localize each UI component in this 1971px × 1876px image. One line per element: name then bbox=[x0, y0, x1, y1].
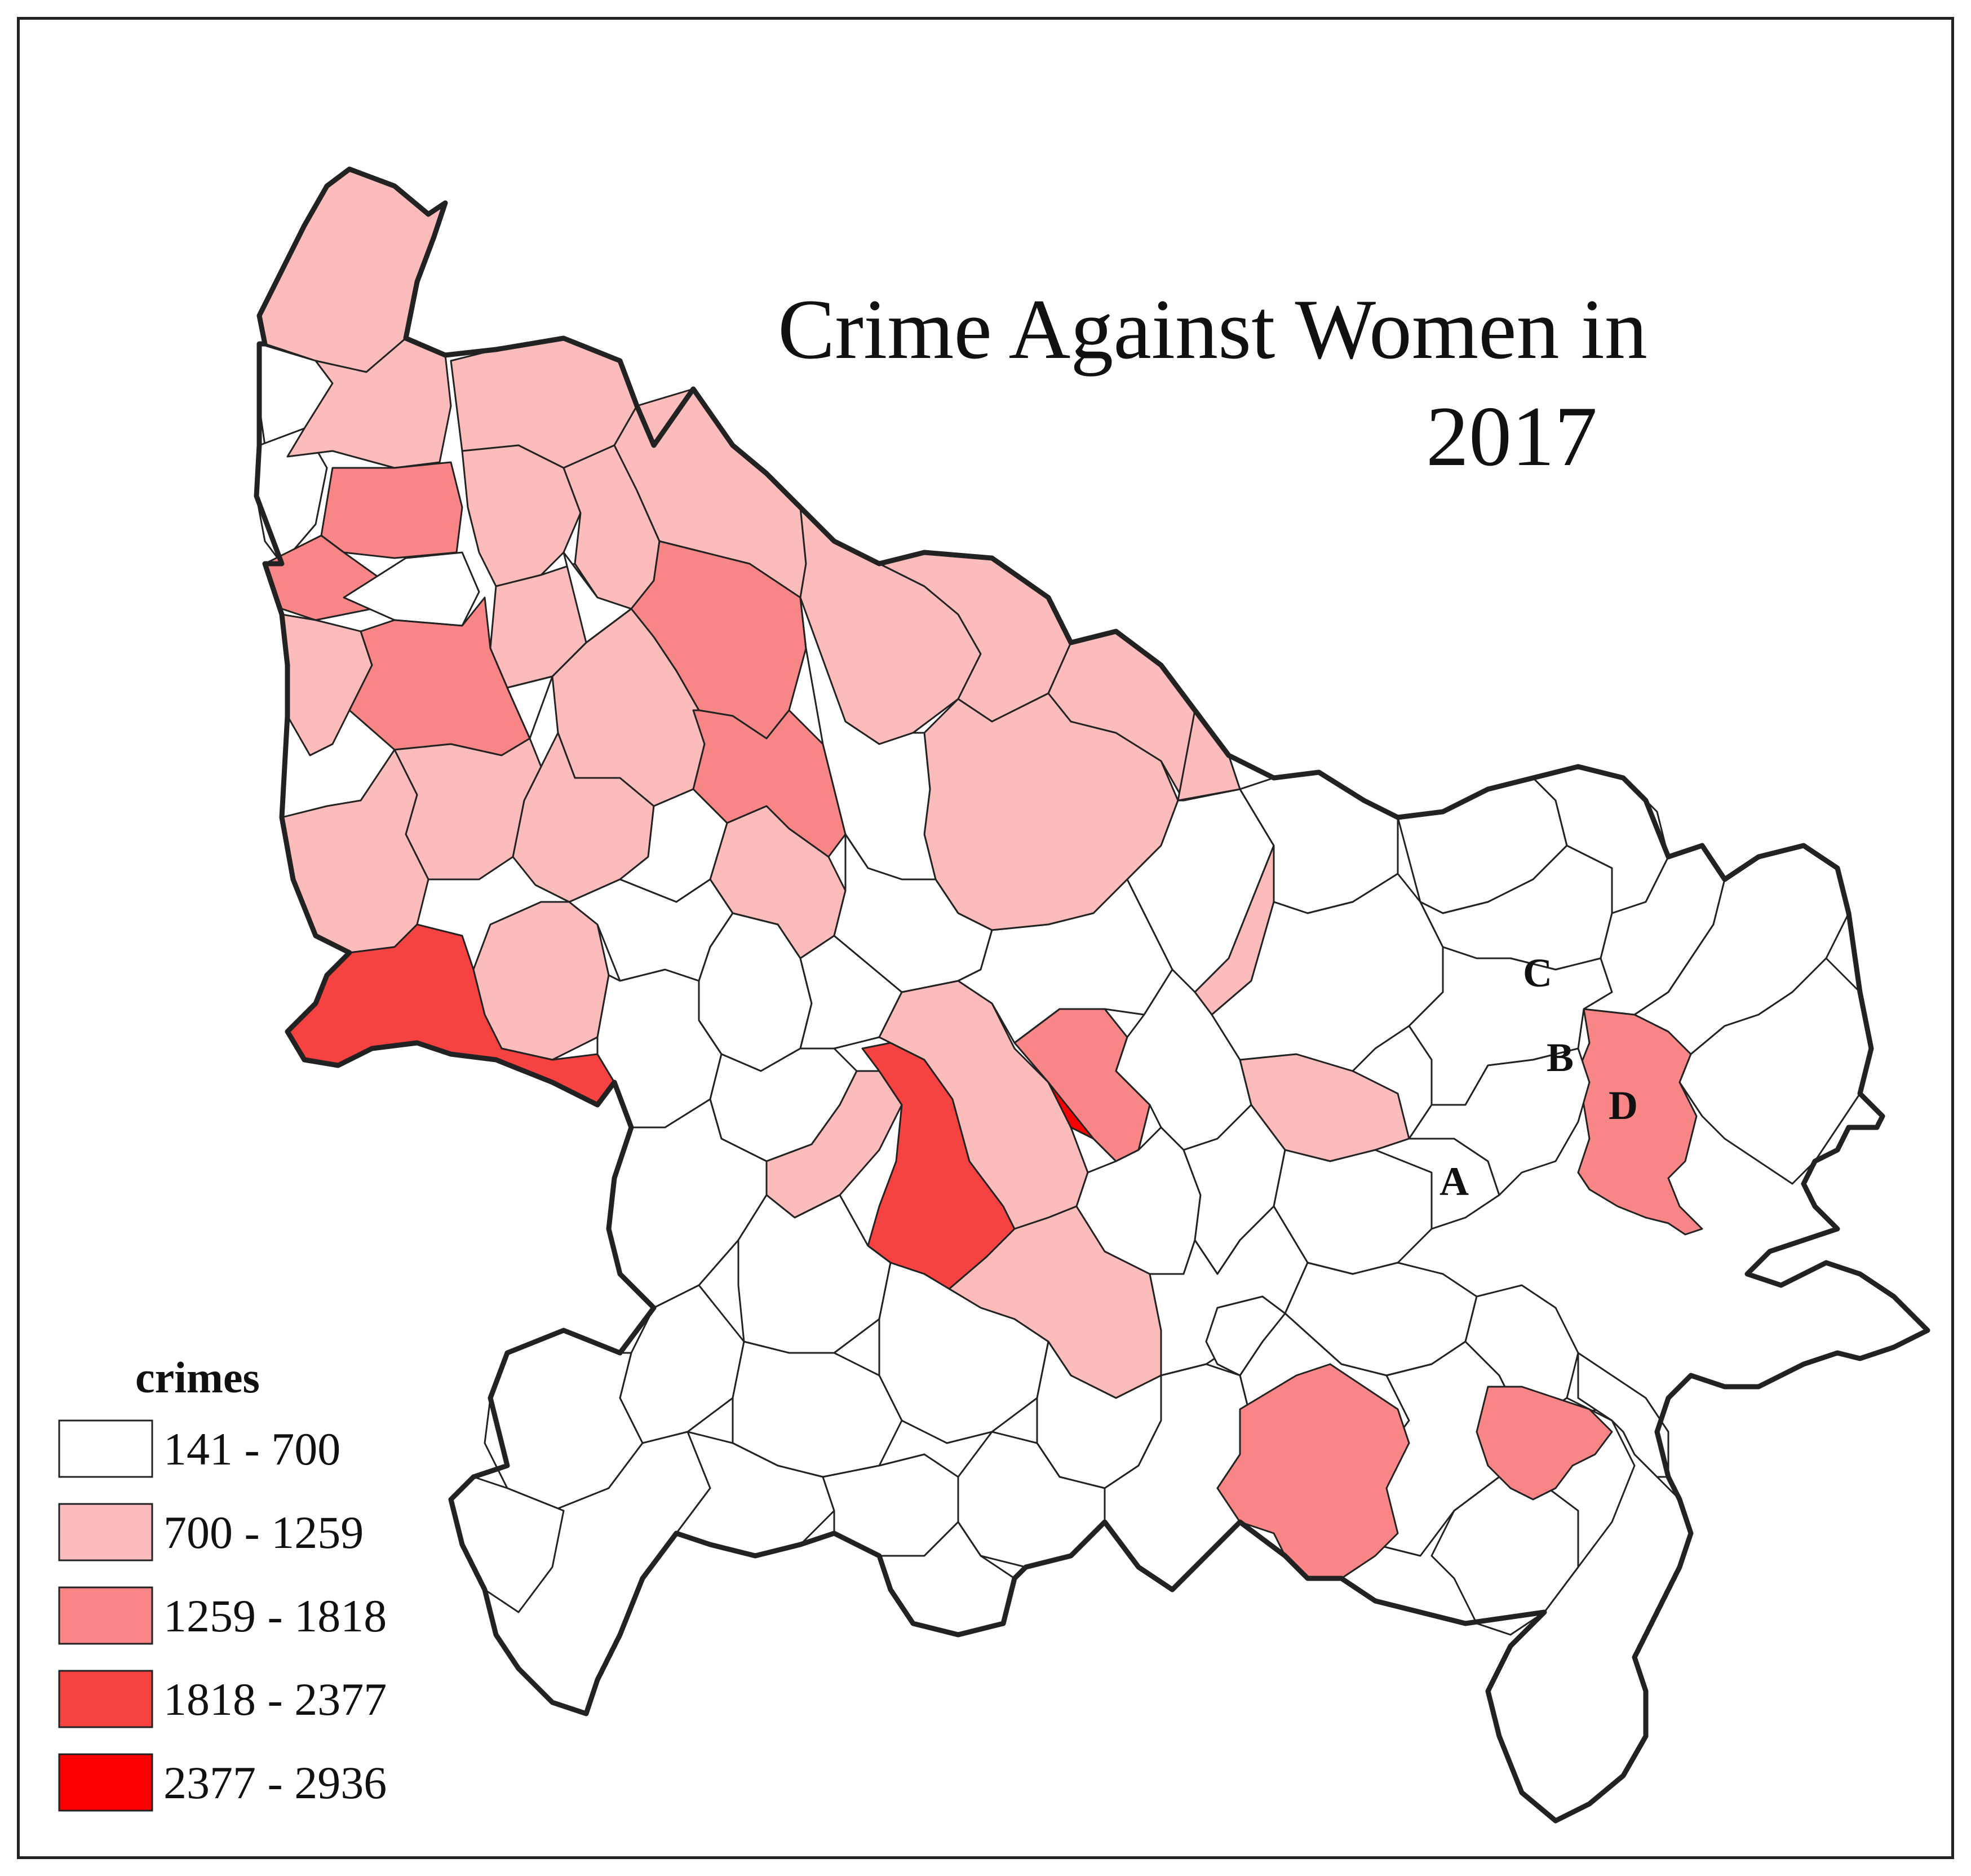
legend-swatch bbox=[58, 1503, 153, 1561]
district-polygon[interactable] bbox=[957, 878, 1173, 1044]
legend-label: 2377 - 2936 bbox=[163, 1757, 387, 1808]
district-polygon[interactable] bbox=[1216, 1363, 1410, 1579]
map-title: Crime Against Women in 2017 bbox=[778, 282, 1647, 484]
district-polygon[interactable] bbox=[878, 1262, 1049, 1444]
district-polygon[interactable] bbox=[1408, 1047, 1591, 1196]
legend: crimes 141 - 700 700 - 1259 1259 - 1818 181… bbox=[58, 1353, 387, 1812]
title-line-2: 2017 bbox=[1426, 389, 1597, 484]
district-polygon[interactable] bbox=[619, 1284, 745, 1444]
legend-items: 141 - 700 700 - 1259 1259 - 1818 1818 - 237… bbox=[58, 1419, 387, 1812]
legend-label: 1818 - 2377 bbox=[163, 1674, 387, 1725]
district-polygon[interactable] bbox=[461, 444, 582, 587]
legend-swatch bbox=[58, 1586, 153, 1645]
legend-swatch bbox=[58, 1670, 153, 1728]
district-layer-extra bbox=[1205, 1295, 1613, 1579]
district-polygon[interactable] bbox=[506, 551, 632, 740]
title-line-1: Crime Against Women in bbox=[778, 282, 1647, 377]
district-polygon[interactable] bbox=[1205, 1295, 1286, 1377]
state-border bbox=[254, 166, 1930, 1824]
legend-label: 1259 - 1818 bbox=[163, 1590, 387, 1642]
district-polygon[interactable] bbox=[737, 1194, 892, 1354]
district-label-b: B bbox=[1547, 1035, 1574, 1080]
district-polygon[interactable] bbox=[1678, 957, 1872, 1185]
district-polygon[interactable] bbox=[281, 749, 429, 954]
legend-swatch bbox=[58, 1753, 153, 1812]
district-label-c: C bbox=[1523, 950, 1552, 995]
district-label-a: A bbox=[1440, 1159, 1469, 1204]
legend-label: 700 - 1259 bbox=[163, 1507, 364, 1558]
district-label-d: D bbox=[1609, 1083, 1638, 1128]
district-polygon[interactable] bbox=[343, 551, 480, 627]
legend-title: crimes bbox=[135, 1353, 260, 1402]
district-polygon[interactable] bbox=[320, 461, 463, 559]
district-polygon[interactable] bbox=[1577, 1352, 1669, 1478]
district-polygon[interactable] bbox=[281, 613, 373, 756]
district-labels: A B C D bbox=[1440, 950, 1638, 1204]
legend-swatch bbox=[58, 1419, 153, 1478]
legend-label: 141 - 700 bbox=[163, 1423, 340, 1475]
district-polygon[interactable] bbox=[1476, 1386, 1613, 1501]
